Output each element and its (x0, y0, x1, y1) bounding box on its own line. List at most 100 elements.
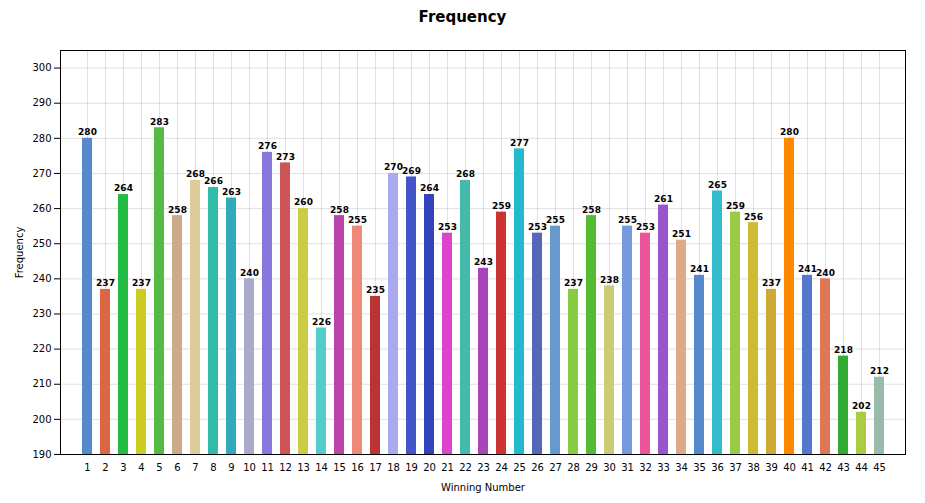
svg-text:210: 210 (32, 378, 51, 389)
svg-text:250: 250 (32, 238, 51, 249)
svg-text:25: 25 (513, 462, 526, 473)
svg-text:259: 259 (726, 201, 745, 211)
svg-text:45: 45 (873, 462, 886, 473)
svg-text:240: 240 (32, 273, 51, 284)
svg-text:280: 280 (78, 127, 97, 137)
svg-text:32: 32 (639, 462, 652, 473)
svg-text:237: 237 (132, 278, 151, 288)
svg-text:280: 280 (780, 127, 799, 137)
svg-text:18: 18 (387, 462, 400, 473)
svg-text:283: 283 (150, 117, 169, 127)
svg-text:41: 41 (801, 462, 814, 473)
svg-text:255: 255 (546, 215, 565, 225)
svg-text:36: 36 (711, 462, 724, 473)
svg-text:240: 240 (816, 268, 835, 278)
svg-text:290: 290 (32, 97, 51, 108)
svg-text:1: 1 (84, 462, 90, 473)
svg-text:263: 263 (222, 187, 241, 197)
svg-text:230: 230 (32, 308, 51, 319)
svg-text:16: 16 (351, 462, 364, 473)
svg-text:4: 4 (138, 462, 144, 473)
svg-text:251: 251 (672, 229, 691, 239)
svg-text:268: 268 (456, 169, 475, 179)
svg-text:264: 264 (420, 183, 439, 193)
svg-text:253: 253 (636, 222, 655, 232)
svg-text:31: 31 (621, 462, 634, 473)
svg-text:253: 253 (528, 222, 547, 232)
svg-text:268: 268 (186, 169, 205, 179)
svg-text:22: 22 (459, 462, 472, 473)
svg-text:277: 277 (510, 138, 529, 148)
svg-text:24: 24 (495, 462, 508, 473)
svg-text:8: 8 (210, 462, 216, 473)
svg-text:2: 2 (102, 462, 108, 473)
svg-text:7: 7 (192, 462, 198, 473)
svg-text:226: 226 (312, 317, 331, 327)
svg-text:38: 38 (747, 462, 760, 473)
svg-text:37: 37 (729, 462, 742, 473)
svg-text:35: 35 (693, 462, 706, 473)
svg-text:220: 220 (32, 343, 51, 354)
svg-text:270: 270 (384, 162, 403, 172)
svg-text:241: 241 (798, 264, 817, 274)
svg-text:17: 17 (369, 462, 382, 473)
svg-text:10: 10 (243, 462, 256, 473)
svg-text:280: 280 (32, 133, 51, 144)
svg-text:260: 260 (32, 203, 51, 214)
svg-text:237: 237 (96, 278, 115, 288)
svg-text:19: 19 (405, 462, 418, 473)
svg-text:212: 212 (870, 366, 889, 376)
svg-text:241: 241 (690, 264, 709, 274)
svg-text:253: 253 (438, 222, 457, 232)
svg-text:5: 5 (156, 462, 162, 473)
svg-text:28: 28 (567, 462, 580, 473)
svg-text:300: 300 (32, 62, 51, 73)
svg-text:258: 258 (168, 204, 187, 214)
svg-text:14: 14 (315, 462, 328, 473)
svg-text:30: 30 (603, 462, 616, 473)
svg-text:Frequency: Frequency (14, 227, 25, 279)
svg-text:276: 276 (258, 141, 277, 151)
svg-text:33: 33 (657, 462, 670, 473)
svg-text:26: 26 (531, 462, 544, 473)
svg-text:Winning Number: Winning Number (441, 482, 526, 493)
svg-text:260: 260 (294, 197, 313, 207)
svg-text:12: 12 (279, 462, 292, 473)
svg-text:44: 44 (855, 462, 868, 473)
svg-text:13: 13 (297, 462, 310, 473)
svg-text:261: 261 (654, 194, 673, 204)
svg-text:6: 6 (174, 462, 180, 473)
svg-text:39: 39 (765, 462, 778, 473)
svg-text:190: 190 (32, 449, 51, 460)
svg-text:256: 256 (744, 212, 763, 222)
svg-text:269: 269 (402, 166, 421, 176)
svg-text:40: 40 (783, 462, 796, 473)
svg-text:273: 273 (276, 152, 295, 162)
svg-text:29: 29 (585, 462, 598, 473)
svg-text:237: 237 (762, 278, 781, 288)
svg-text:9: 9 (228, 462, 234, 473)
svg-text:258: 258 (330, 204, 349, 214)
svg-text:240: 240 (240, 268, 259, 278)
svg-text:34: 34 (675, 462, 688, 473)
svg-text:238: 238 (600, 275, 619, 285)
svg-text:20: 20 (423, 462, 436, 473)
svg-text:255: 255 (348, 215, 367, 225)
svg-text:235: 235 (366, 285, 385, 295)
svg-text:270: 270 (32, 168, 51, 179)
svg-text:43: 43 (837, 462, 850, 473)
svg-text:243: 243 (474, 257, 493, 267)
svg-text:259: 259 (492, 201, 511, 211)
svg-text:218: 218 (834, 345, 853, 355)
svg-text:23: 23 (477, 462, 490, 473)
svg-text:42: 42 (819, 462, 832, 473)
svg-text:3: 3 (120, 462, 126, 473)
svg-text:27: 27 (549, 462, 562, 473)
svg-text:265: 265 (708, 180, 727, 190)
svg-text:237: 237 (564, 278, 583, 288)
svg-text:264: 264 (114, 183, 133, 193)
svg-text:15: 15 (333, 462, 346, 473)
svg-text:258: 258 (582, 204, 601, 214)
svg-text:202: 202 (852, 401, 871, 411)
svg-text:21: 21 (441, 462, 454, 473)
